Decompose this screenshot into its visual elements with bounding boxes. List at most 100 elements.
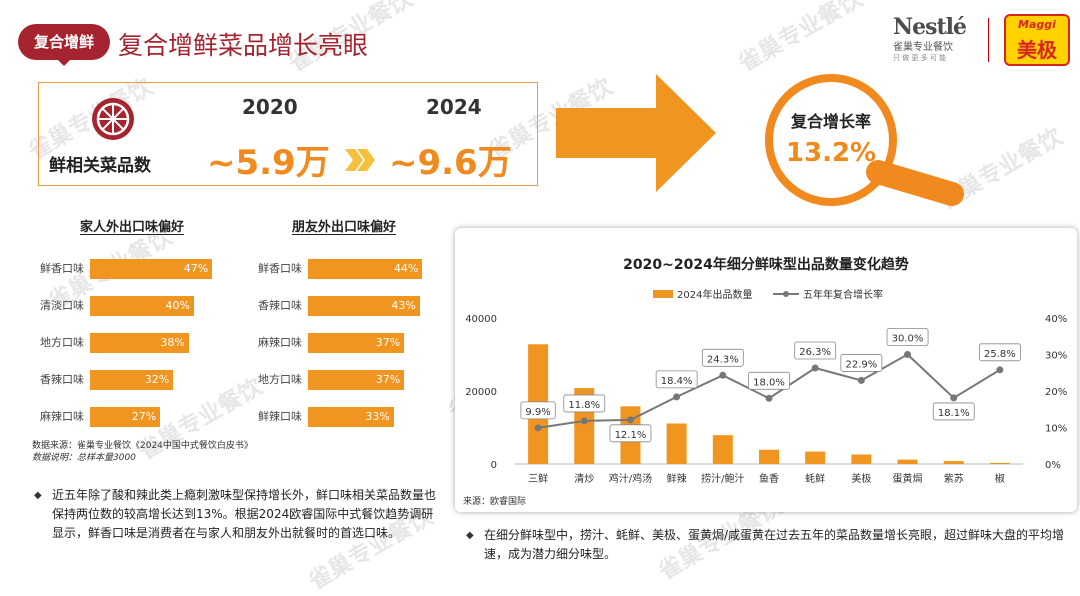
y-left-tick-label: 0 — [491, 460, 497, 471]
sample-note: 数据说明：总样本量3000 — [32, 453, 136, 463]
nestle-tagline: 只 做 更 多 可 能 — [893, 54, 947, 62]
bar-value-label: 38% — [160, 336, 185, 349]
data-label: 22.9% — [845, 359, 877, 370]
x-tick-label: 蛋黄焗 — [893, 472, 923, 485]
growth-rate-value: 13.2% — [785, 138, 877, 168]
data-label-box — [979, 343, 1021, 362]
double-chevron-icon — [345, 149, 375, 171]
line-point — [904, 351, 912, 358]
nestle-logo: Nestlé 雀巢专业餐饮 只 做 更 多 可 能 — [893, 14, 985, 63]
magnifier-icon — [765, 74, 964, 206]
data-label-box — [932, 402, 975, 421]
bar-label: 地方口味 — [40, 336, 84, 349]
legend-swatch-bar — [653, 290, 673, 298]
page-title: 复合增鲜菜品增长亮眼 — [118, 31, 369, 60]
bar — [851, 454, 872, 464]
data-label: 12.1% — [615, 430, 647, 441]
left-bullet-text: ◆ 近五年除了酸和辣此类上瘾刺激味型保持增长外，鲜口味相关菜品数量也保持两位数的… — [30, 486, 442, 543]
bar-value-label: 37% — [375, 373, 401, 386]
bar-value-label: 44% — [393, 262, 419, 275]
bar — [805, 451, 826, 464]
bar-value-label: 32% — [144, 373, 170, 386]
bar-value-label: 27% — [131, 410, 157, 423]
legend-marker — [783, 291, 789, 297]
data-label: 18.4% — [661, 376, 693, 387]
bar — [90, 333, 189, 353]
bar-chart-title: 家人外出口味偏好 — [80, 220, 185, 235]
y-right-tick-label: 10% — [1045, 424, 1067, 435]
left-bullet-body: 近五年除了酸和辣此类上瘾刺激味型保持增长外，鲜口味相关菜品数量也保持两位数的较高… — [52, 488, 437, 540]
x-tick-label: 蚝鲜 — [805, 472, 825, 485]
bar — [712, 435, 733, 464]
bar — [90, 407, 161, 427]
diamond-bullet-icon: ◆ — [466, 530, 474, 541]
data-label: 30.0% — [892, 334, 924, 345]
diamond-bullet-icon: ◆ — [34, 490, 42, 501]
x-tick-label: 美极 — [851, 472, 871, 485]
bar-value-label: 40% — [165, 299, 190, 312]
year-start: 2020 — [242, 95, 298, 119]
data-label: 24.3% — [707, 354, 739, 365]
y-right-tick-label: 0% — [1045, 460, 1061, 471]
bar-value-label: 47% — [183, 262, 209, 275]
arrow-right-icon — [556, 74, 716, 192]
data-label-box — [840, 354, 883, 372]
source-note: 数据来源：雀巢专业餐饮《2024中国中式餐饮白皮书》 — [32, 441, 253, 451]
line-point — [580, 417, 588, 425]
bar — [897, 459, 918, 464]
title-badge: 复合增鲜 — [18, 24, 110, 68]
line-point — [719, 371, 727, 379]
data-label-box — [701, 348, 744, 367]
data-label-box — [609, 424, 652, 443]
maggi-wordmark: Maggi — [1018, 18, 1056, 31]
badge-pointer — [54, 56, 74, 66]
badge-shape — [18, 24, 110, 60]
line-point — [857, 376, 865, 384]
bar — [666, 423, 687, 464]
line-point — [765, 394, 773, 402]
x-tick-label: 紫苏 — [944, 472, 964, 485]
stat-box: 鲜相关菜品数 2020 2024 ~5.9万 ~9.6万 — [38, 82, 538, 186]
x-tick-label: 捞汁/鲍汁 — [701, 472, 744, 485]
bar-label: 鲜香口味 — [40, 262, 84, 275]
x-tick-label: 清炒 — [574, 472, 594, 485]
bar-value-label: 37% — [375, 336, 401, 349]
right-bullet-body: 在细分鲜味型中，捞汁、蚝鲜、美极、蛋黄焗/咸蛋黄在过去五年的菜品数量增长亮眼，超… — [484, 528, 1065, 561]
bar-label: 香辣口味 — [40, 373, 84, 386]
x-tick-label: 椒 — [995, 472, 1005, 485]
data-label: 26.3% — [799, 347, 831, 358]
data-label: 9.9% — [525, 407, 550, 418]
bar — [308, 296, 420, 316]
bar-value-label: 43% — [391, 299, 416, 312]
nestle-wordmark: Nestlé — [893, 14, 967, 40]
bar — [308, 333, 405, 353]
growth-rate-label: 复合增长率 — [790, 112, 871, 131]
bar — [759, 449, 779, 464]
watermark-text: 雀巢专业餐饮 — [734, 0, 867, 78]
x-tick-label: 鲜辣 — [667, 472, 687, 485]
bar — [943, 461, 964, 464]
data-label-box — [748, 371, 790, 390]
right-bullet-text: ◆ 在细分鲜味型中，捞汁、蚝鲜、美极、蛋黄焗/咸蛋黄在过去五年的菜品数量增长亮眼… — [462, 526, 1074, 564]
line-point — [996, 366, 1004, 374]
trend-chart-card: 2020~2024年细分鲜味型出品数量变化趋势 2024年出品数量 五年年复合增长… — [455, 228, 1077, 512]
growth-rate-line — [537, 353, 1001, 429]
line-point — [811, 364, 819, 372]
stat-label: 鲜相关菜品数 — [49, 156, 151, 176]
nestle-subtitle: 雀巢专业餐饮 — [893, 42, 953, 53]
bar — [308, 407, 394, 427]
legend-label: 五年年复合增长率 — [803, 288, 883, 301]
x-tick-label: 鸡汁/鸡汤 — [609, 472, 652, 485]
citrus-icon — [92, 98, 134, 140]
data-label: 18.1% — [938, 408, 970, 419]
bar-value-label: 33% — [365, 410, 390, 423]
bar — [90, 370, 174, 390]
bar — [989, 462, 1010, 464]
bar-label: 麻辣口味 — [40, 410, 84, 423]
bar-label: 清淡口味 — [40, 299, 84, 312]
line-point — [626, 416, 634, 424]
year-end: 2024 — [426, 95, 482, 119]
badge-label: 复合增鲜 — [33, 33, 94, 51]
data-label-box — [794, 341, 837, 360]
bar-label: 鲜香口味 — [258, 262, 302, 275]
